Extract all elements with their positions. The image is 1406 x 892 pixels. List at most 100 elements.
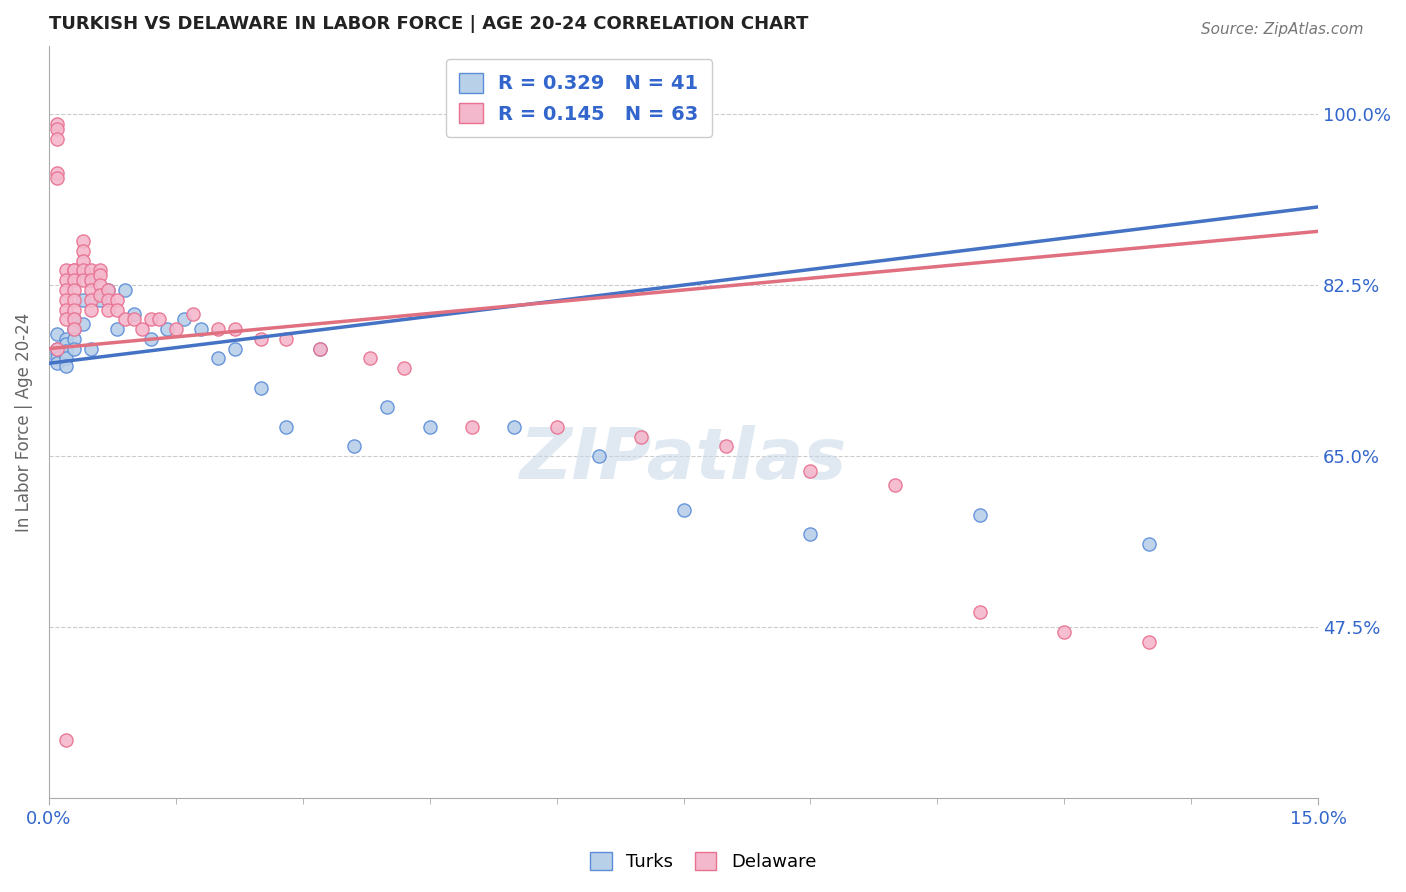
- Point: [884, 478, 907, 492]
- Point: [63, 322, 86, 336]
- Point: [672, 503, 695, 517]
- Point: [89, 293, 111, 307]
- Point: [122, 307, 145, 321]
- Point: [274, 332, 297, 346]
- Point: [80, 342, 103, 356]
- Point: [122, 312, 145, 326]
- Point: [63, 332, 86, 346]
- Point: [97, 293, 120, 307]
- Point: [46, 326, 69, 341]
- Point: [131, 322, 153, 336]
- Point: [419, 419, 441, 434]
- Point: [105, 302, 128, 317]
- Point: [46, 342, 69, 356]
- Point: [114, 283, 136, 297]
- Point: [80, 283, 103, 297]
- Text: Source: ZipAtlas.com: Source: ZipAtlas.com: [1201, 22, 1364, 37]
- Point: [63, 302, 86, 317]
- Point: [55, 351, 77, 366]
- Point: [46, 166, 69, 180]
- Point: [969, 606, 991, 620]
- Point: [503, 419, 526, 434]
- Point: [97, 302, 120, 317]
- Point: [89, 288, 111, 302]
- Point: [342, 439, 364, 453]
- Point: [799, 527, 821, 541]
- Point: [105, 322, 128, 336]
- Y-axis label: In Labor Force | Age 20-24: In Labor Force | Age 20-24: [15, 312, 32, 532]
- Point: [63, 263, 86, 277]
- Point: [80, 302, 103, 317]
- Point: [72, 253, 94, 268]
- Point: [72, 263, 94, 277]
- Point: [207, 322, 229, 336]
- Point: [46, 170, 69, 185]
- Point: [308, 342, 330, 356]
- Point: [249, 332, 271, 346]
- Point: [173, 312, 195, 326]
- Point: [63, 273, 86, 287]
- Point: [97, 283, 120, 297]
- Legend: R = 0.329   N = 41, R = 0.145   N = 63: R = 0.329 N = 41, R = 0.145 N = 63: [446, 59, 713, 137]
- Point: [46, 342, 69, 356]
- Point: [63, 312, 86, 326]
- Point: [156, 322, 179, 336]
- Point: [308, 342, 330, 356]
- Point: [63, 283, 86, 297]
- Point: [63, 322, 86, 336]
- Point: [97, 283, 120, 297]
- Point: [55, 336, 77, 351]
- Point: [80, 263, 103, 277]
- Point: [1137, 634, 1160, 648]
- Point: [630, 429, 652, 443]
- Point: [181, 307, 204, 321]
- Point: [1137, 537, 1160, 551]
- Point: [360, 351, 382, 366]
- Point: [799, 464, 821, 478]
- Point: [55, 359, 77, 374]
- Point: [139, 332, 162, 346]
- Point: [55, 293, 77, 307]
- Point: [46, 351, 69, 366]
- Point: [224, 342, 246, 356]
- Point: [55, 312, 77, 326]
- Point: [89, 268, 111, 283]
- Point: [46, 121, 69, 136]
- Point: [105, 293, 128, 307]
- Point: [46, 117, 69, 131]
- Point: [55, 273, 77, 287]
- Text: TURKISH VS DELAWARE IN LABOR FORCE | AGE 20-24 CORRELATION CHART: TURKISH VS DELAWARE IN LABOR FORCE | AGE…: [49, 15, 808, 33]
- Point: [46, 131, 69, 145]
- Point: [89, 263, 111, 277]
- Point: [190, 322, 212, 336]
- Point: [46, 356, 69, 370]
- Point: [55, 263, 77, 277]
- Point: [55, 302, 77, 317]
- Point: [114, 312, 136, 326]
- Point: [63, 263, 86, 277]
- Point: [72, 234, 94, 248]
- Point: [546, 419, 568, 434]
- Legend: Turks, Delaware: Turks, Delaware: [582, 845, 824, 879]
- Point: [394, 361, 416, 376]
- Point: [55, 343, 77, 358]
- Point: [72, 273, 94, 287]
- Point: [274, 419, 297, 434]
- Point: [80, 273, 103, 287]
- Point: [63, 293, 86, 307]
- Point: [1053, 625, 1076, 640]
- Point: [461, 419, 484, 434]
- Point: [63, 312, 86, 326]
- Point: [80, 293, 103, 307]
- Point: [165, 322, 187, 336]
- Point: [72, 244, 94, 258]
- Point: [148, 312, 170, 326]
- Text: ZIPatlas: ZIPatlas: [520, 425, 848, 494]
- Point: [714, 439, 737, 453]
- Point: [72, 293, 94, 307]
- Point: [46, 346, 69, 360]
- Point: [224, 322, 246, 336]
- Point: [588, 449, 610, 463]
- Point: [55, 283, 77, 297]
- Point: [207, 351, 229, 366]
